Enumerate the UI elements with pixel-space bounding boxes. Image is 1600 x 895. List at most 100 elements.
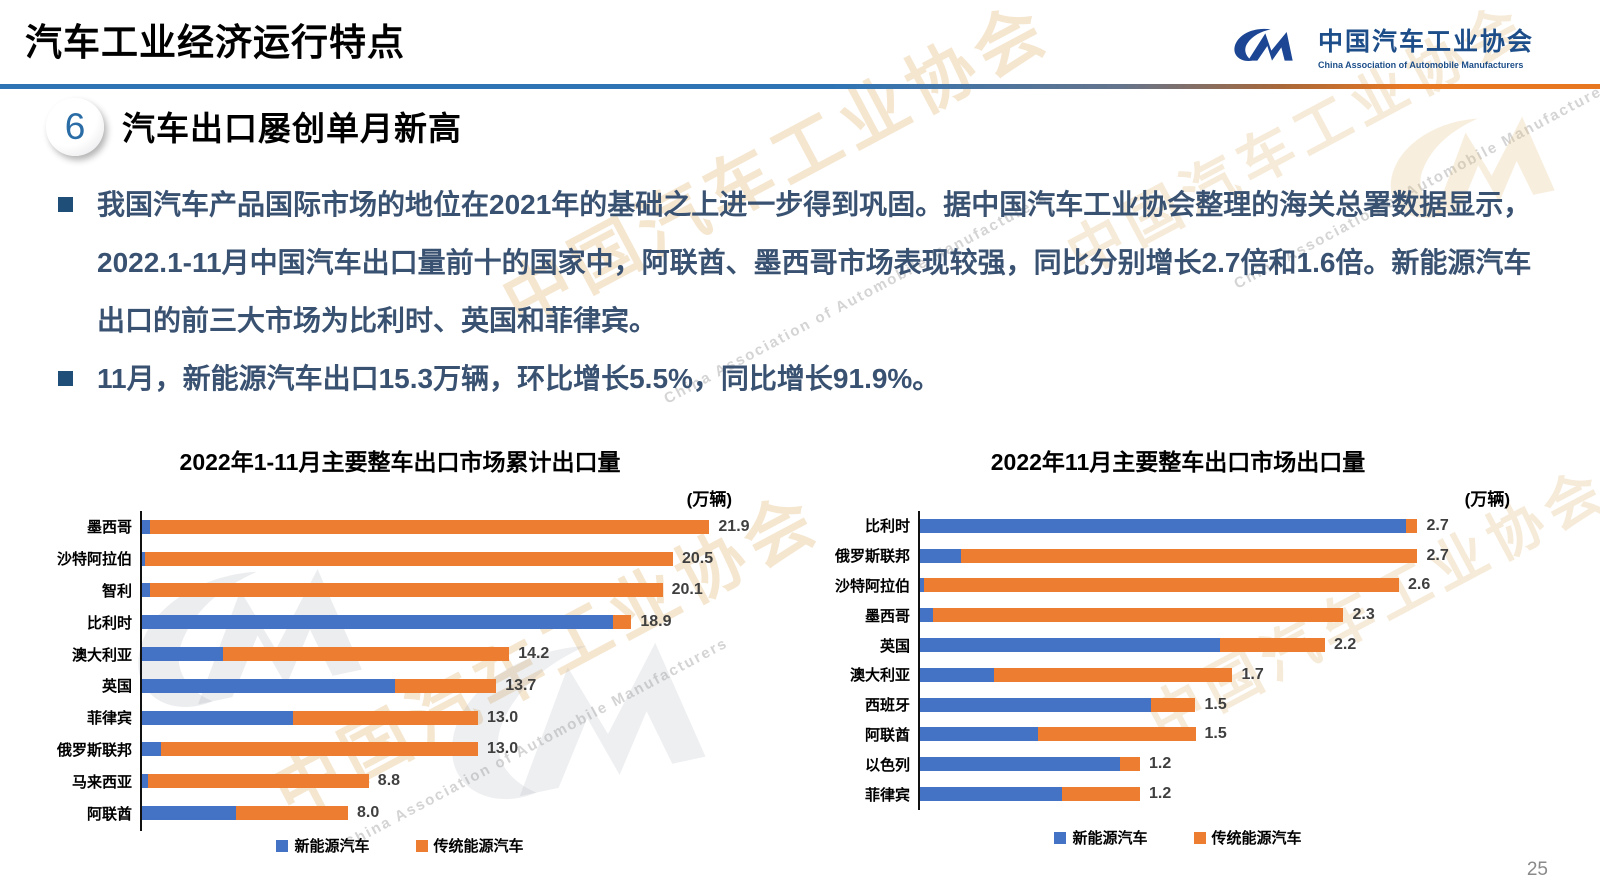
value-label: 13.0	[486, 740, 519, 758]
bar-segment-traditional	[1151, 697, 1196, 712]
category-label: 阿联酋	[864, 726, 910, 744]
bar-row: 比利时 18.9	[26, 606, 774, 638]
bar-segment-nev	[140, 519, 151, 534]
caam-logo: 中国汽车工业协会 China Association of Automobile…	[1228, 20, 1534, 72]
bar-row: 智利 20.1	[26, 575, 774, 607]
bar-track: 1.5	[918, 725, 1227, 743]
value-label: 18.9	[640, 613, 672, 631]
value-label: 1.7	[1241, 665, 1264, 683]
legend-item-nev: 新能源汽车	[1054, 827, 1148, 848]
bar-row: 墨西哥 2.3	[804, 600, 1552, 630]
bar-track: 2.6	[918, 576, 1431, 594]
bar-row: 菲律宾 1.2	[804, 779, 1552, 809]
bar-segment-nev	[140, 710, 294, 725]
bar-segment-nev	[918, 667, 994, 682]
category-label: 墨西哥	[864, 607, 910, 625]
bar-segment-traditional	[293, 710, 478, 725]
category-label: 俄罗斯联邦	[56, 741, 132, 759]
bar-segment-nev	[140, 742, 161, 757]
bar-segment-traditional	[150, 519, 710, 534]
bar-segment-nev	[918, 608, 933, 623]
value-label: 13.7	[505, 676, 537, 694]
bullet-item: 11月，新能源汽车出口15.3万辆，环比增长5.5%，同比增长91.9%。	[58, 350, 1543, 408]
chart-november-exports: 2022年11月主要整车出口市场出口量 (万辆) 比利时 2.7 俄罗斯联邦 2.7 沙…	[804, 443, 1552, 847]
bar-row: 沙特阿拉伯 2.6	[804, 571, 1552, 601]
section-number: 6	[64, 106, 86, 147]
legend-swatch-traditional	[415, 839, 428, 852]
category-label: 比利时	[86, 614, 132, 632]
bullet-square-icon	[58, 371, 73, 386]
bar-row: 沙特阿拉伯 20.5	[26, 543, 774, 575]
legend-swatch-nev	[1054, 831, 1067, 844]
bar-track: 1.2	[918, 755, 1171, 772]
bar-row: 墨西哥 21.9	[26, 511, 774, 543]
bar-row: 澳大利亚 1.7	[804, 660, 1552, 690]
bar-segment-traditional	[960, 548, 1418, 563]
bar-track: 1.2	[918, 785, 1172, 803]
section-number-badge: 6	[46, 98, 104, 156]
chart-legend: 新能源汽车 传统能源汽车	[26, 835, 774, 856]
category-label: 比利时	[864, 518, 910, 536]
value-label: 2.7	[1426, 546, 1449, 564]
page-number: 25	[1526, 859, 1548, 880]
category-label: 阿联酋	[86, 805, 132, 823]
bar-track: 1.5	[918, 696, 1227, 713]
bar-track: 13.0	[140, 740, 519, 758]
bar-segment-nev	[140, 583, 151, 598]
bullet-list: 我国汽车产品国际市场的地位在2021年的基础之上进一步得到巩固。据中国汽车工业协…	[58, 176, 1543, 408]
bar-segment-nev	[140, 774, 148, 789]
bar-track: 2.3	[918, 606, 1375, 623]
bar-segment-nev	[918, 727, 1039, 742]
value-label: 2.7	[1426, 516, 1449, 534]
category-label: 智利	[101, 582, 132, 600]
bar-track: 8.0	[140, 804, 379, 821]
caam-logo-name-en: China Association of Automobile Manufact…	[1317, 60, 1524, 70]
bar-row: 阿联酋 1.5	[804, 720, 1552, 750]
bullet-square-icon	[58, 197, 73, 212]
bar-track: 2.7	[918, 516, 1449, 534]
bar-segment-nev	[140, 647, 224, 662]
chart-legend: 新能源汽车 传统能源汽车	[804, 827, 1552, 848]
bar-segment-traditional	[993, 667, 1233, 682]
bar-segment-traditional	[1062, 787, 1140, 802]
bar-segment-nev	[918, 578, 924, 593]
category-label: 马来西亚	[71, 773, 132, 791]
bar-row: 英国 13.7	[26, 670, 774, 702]
bar-segment-traditional	[1038, 727, 1196, 742]
value-label: 14.2	[518, 645, 550, 663]
value-label: 1.2	[1148, 785, 1172, 803]
category-label: 沙特阿拉伯	[56, 551, 132, 569]
value-label: 21.9	[718, 517, 750, 535]
caam-logo-icon	[1234, 28, 1293, 62]
bar-segment-nev	[918, 548, 961, 563]
bar-segment-traditional	[223, 647, 510, 662]
legend-label-traditional: 传统能源汽车	[433, 838, 524, 855]
bar-segment-nev	[918, 697, 1152, 712]
bar-segment-nev	[140, 615, 614, 630]
value-label: 2.6	[1407, 576, 1431, 594]
legend-item-traditional: 传统能源汽车	[415, 835, 524, 856]
bar-row: 以色列 1.2	[804, 749, 1552, 779]
section-heading: 汽车出口屡创单月新高	[122, 110, 462, 147]
category-label: 墨西哥	[86, 519, 132, 537]
legend-item-nev: 新能源汽车	[276, 835, 370, 856]
legend-label-traditional: 传统能源汽车	[1211, 830, 1302, 847]
legend-label-nev: 新能源汽车	[1072, 830, 1148, 847]
category-label: 沙特阿拉伯	[834, 577, 910, 595]
bar-segment-traditional	[1406, 518, 1418, 533]
bar-track: 21.9	[140, 517, 750, 535]
category-label: 菲律宾	[864, 786, 910, 804]
bar-segment-traditional	[1219, 638, 1325, 653]
page-title: 汽车工业经济运行特点	[25, 22, 405, 63]
chart-unit-label: (万辆)	[686, 490, 732, 509]
chart-title: 2022年1-11月主要整车出口市场累计出口量	[179, 449, 621, 475]
bar-segment-nev	[140, 551, 146, 566]
bar-track: 14.2	[140, 645, 550, 663]
bar-segment-traditional	[932, 608, 1344, 623]
bullet-text: 11月，新能源汽车出口15.3万辆，环比增长5.5%，同比增长91.9%。	[97, 363, 941, 394]
bar-segment-traditional	[236, 806, 348, 821]
value-label: 1.5	[1204, 725, 1227, 743]
category-label: 俄罗斯联邦	[834, 548, 910, 566]
